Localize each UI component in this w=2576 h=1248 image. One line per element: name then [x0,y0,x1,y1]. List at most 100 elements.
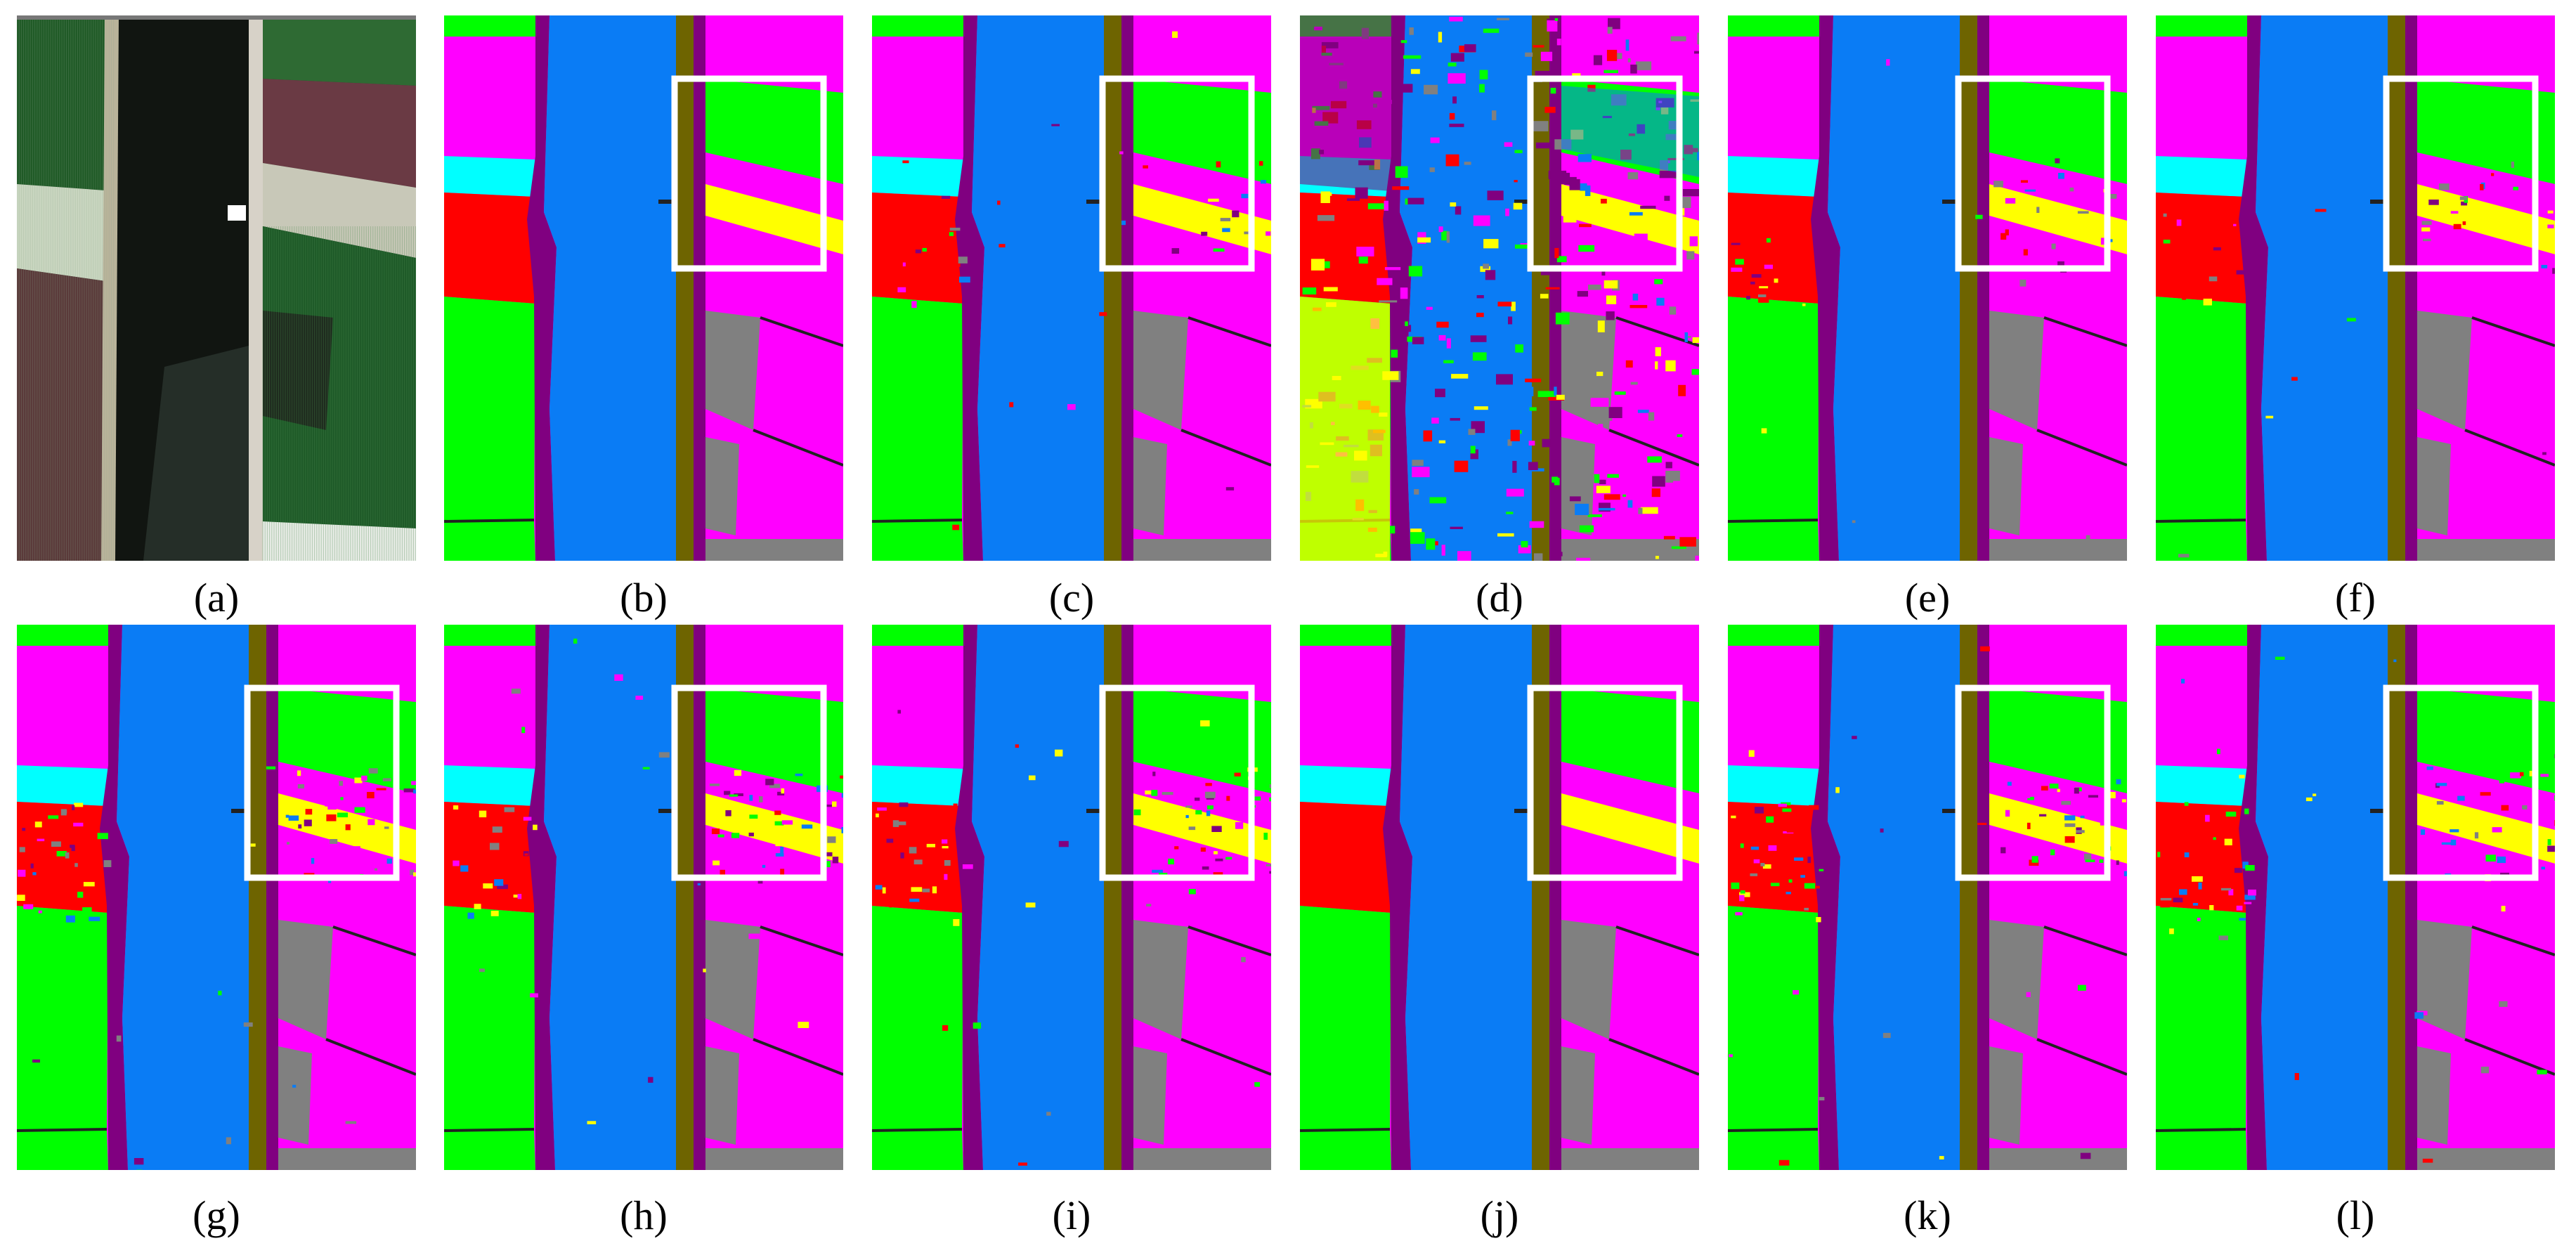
noise-speck [1477,49,1485,56]
noise-speck [1809,805,1819,810]
noise-speck [2005,229,2009,235]
noise-speck [872,843,878,847]
noise-speck [1545,287,1560,290]
noise-speck [1506,488,1524,497]
noise-speck [1400,287,1408,299]
noise-speck [354,807,365,813]
field-magenta-left [872,646,963,765]
noise-speck [2176,200,2185,207]
highlight-box [2383,684,2539,881]
noise-speck [1995,847,2003,854]
noise-speck [944,873,948,880]
noise-speck [1568,467,1586,473]
noise-speck [2029,859,2039,866]
noise-speck [841,793,843,798]
rgb-field-red-right [263,79,416,188]
rgb-field-green-right [263,226,416,561]
noise-speck [1630,382,1638,385]
field-green-top [444,625,535,646]
noise-speck [1464,44,1476,52]
noise-speck [1438,334,1446,341]
noise-speck [827,836,836,843]
noise-speck [1782,808,1792,812]
noise-speck [658,752,670,758]
noise-speck [749,814,758,819]
panel-f [2156,15,2555,561]
noise-speck [2203,299,2212,306]
noise-speck [1608,18,1620,30]
noise-speck [1578,154,1592,162]
noise-speck [467,912,474,919]
noise-speck [2024,793,2031,798]
noise-speck [1263,833,1268,840]
rgb-field-white [17,184,115,282]
noise-speck [1504,142,1513,147]
noise-speck [1476,313,1484,318]
field-boundary [2043,316,2127,347]
noise-speck [1241,956,1246,963]
noise-speck [720,869,725,877]
noise-speck [297,784,304,789]
noise-speck [959,276,970,283]
noise-speck [1537,391,1556,397]
river [2256,15,2388,561]
field-green-top [2156,625,2247,646]
noise-speck [2554,880,2555,883]
noise-speck [1548,170,1567,179]
noise-speck [1449,16,1463,22]
field-green-left [1728,906,1819,1131]
noise-speck [748,933,760,940]
noise-speck [774,821,784,826]
noise-speck [30,863,34,869]
noise-speck [1435,389,1445,398]
noise-speck [942,839,948,844]
noise-speck [1438,226,1443,233]
noise-speck [1507,439,1512,446]
noise-speck [1269,797,1271,802]
noise-speck [953,919,960,926]
field-magenta-strip [1989,762,2127,836]
noise-speck [840,775,843,779]
noise-speck [1608,407,1622,418]
noise-speck [89,916,100,921]
noise-speck [1764,264,1773,269]
noise-speck [1455,206,1462,215]
noise-speck [17,895,25,901]
noise-speck [1596,486,1611,493]
noise-speck [1220,218,1231,221]
noise-speck [1457,551,1471,561]
noise-speck [1055,749,1063,757]
noise-speck [297,770,301,776]
noise-speck [1302,287,1317,295]
noise-speck [2554,795,2555,801]
noise-speck [2184,852,2190,857]
noise-speck [1606,295,1617,304]
noise-speck [2244,902,2252,904]
left-bank [1811,15,1840,561]
field-gray-bottom [1133,539,1271,561]
noise-speck [1474,406,1488,410]
noise-speck [1508,316,1513,325]
noise-speck [1629,305,1648,308]
noise-speck [1145,790,1152,795]
noise-speck [478,1081,486,1087]
noise-speck [2057,788,2060,793]
noise-speck [2190,821,2194,828]
noise-speck [1317,215,1335,221]
noise-speck [1480,36,1490,45]
left-bank [1383,625,1412,1170]
noise-speck [734,769,742,776]
noise-speck [288,815,299,821]
noise-speck [2480,1066,2490,1074]
field-boundary [444,1128,535,1132]
noise-speck [2123,871,2127,876]
noise-speck [1429,167,1435,172]
highlight-box [2383,75,2539,272]
noise-speck [774,810,781,815]
classification-map [2156,15,2555,561]
noise-speck [345,1121,357,1124]
noise-speck [1410,532,1425,544]
noise-speck [1514,180,1518,183]
panel-caption: (c) [1048,575,1095,620]
panel-e [1728,15,2127,561]
